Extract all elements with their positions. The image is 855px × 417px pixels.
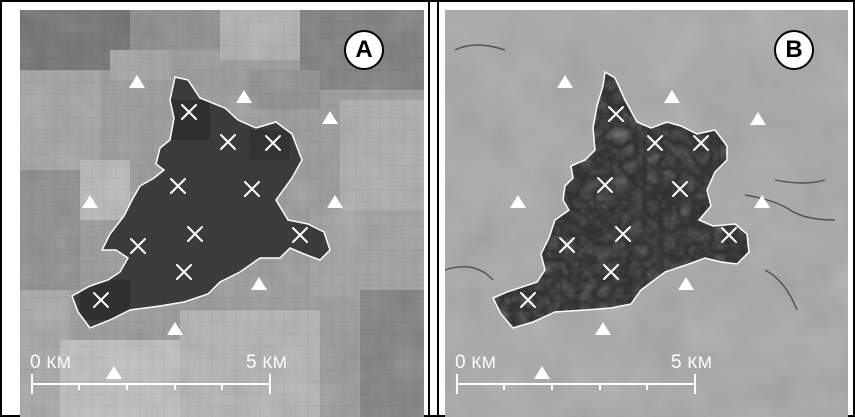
cross-markers-a (93, 104, 308, 308)
cross-marker (608, 106, 624, 122)
cross-marker (603, 264, 619, 280)
cross-marker (615, 226, 631, 242)
panel-label-b: B (774, 30, 814, 70)
cross-marker (693, 135, 709, 151)
scale-start-value-b: 0 (455, 352, 467, 373)
panel-divider-right (437, 0, 439, 417)
cross-marker (181, 104, 197, 120)
water-body-outline-b (491, 70, 750, 329)
cross-marker (647, 135, 663, 151)
triangle-marker (534, 366, 550, 379)
scale-end-value-b: 5 (671, 352, 683, 373)
triangle-marker (82, 195, 98, 208)
triangle-marker (251, 277, 267, 290)
scale-end-unit-b: КМ (687, 353, 713, 372)
scale-bar-b (456, 374, 696, 394)
water-body-outline-a (71, 76, 331, 329)
map-panel-a-svg (20, 10, 424, 417)
triangle-marker (754, 195, 770, 208)
cross-marker (559, 237, 575, 253)
scale-start-unit-a: КМ (46, 353, 72, 372)
triangle-marker (510, 195, 526, 208)
cross-marker (265, 135, 281, 151)
panel-divider-left (428, 0, 430, 417)
triangle-marker (327, 195, 343, 208)
triangle-marker (106, 366, 122, 379)
cross-markers-b (520, 106, 737, 308)
cross-marker (244, 181, 260, 197)
map-panel-a: A 0 КМ 5 КМ (20, 10, 424, 417)
scale-start-unit-b: КМ (471, 353, 497, 372)
scale-end-value-a: 5 (246, 352, 258, 373)
triangle-markers-b (510, 75, 770, 379)
scale-start-value-a: 0 (30, 352, 42, 373)
cross-marker (721, 227, 737, 243)
triangle-marker (322, 111, 338, 124)
cross-marker (597, 177, 613, 193)
cross-marker (170, 178, 186, 194)
scale-start-label-b: 0 КМ (455, 352, 496, 374)
scale-end-label-a: 5 КМ (246, 352, 287, 374)
cross-marker (176, 264, 192, 280)
triangle-marker (129, 75, 145, 88)
cross-marker (672, 181, 688, 197)
scale-end-unit-a: КМ (262, 353, 288, 372)
cross-marker (93, 292, 109, 308)
triangle-markers-a (82, 75, 343, 379)
triangle-marker (595, 322, 611, 335)
scale-end-label-b: 5 КМ (671, 352, 712, 374)
scale-start-label-a: 0 КМ (30, 352, 71, 374)
scale-bar-a (31, 374, 271, 394)
cross-marker (187, 226, 203, 242)
panel-label-a: A (344, 30, 384, 70)
triangle-marker (750, 112, 766, 125)
map-panel-b-svg (445, 10, 848, 417)
triangle-marker (664, 90, 680, 103)
triangle-marker (557, 75, 573, 88)
cross-marker (292, 227, 308, 243)
map-panel-b: B 0 КМ 5 КМ (445, 10, 848, 417)
cross-marker (130, 238, 146, 254)
triangle-marker (678, 277, 694, 290)
cross-marker (220, 134, 236, 150)
triangle-marker (167, 322, 183, 335)
triangle-marker (236, 90, 252, 103)
cross-marker (520, 292, 536, 308)
